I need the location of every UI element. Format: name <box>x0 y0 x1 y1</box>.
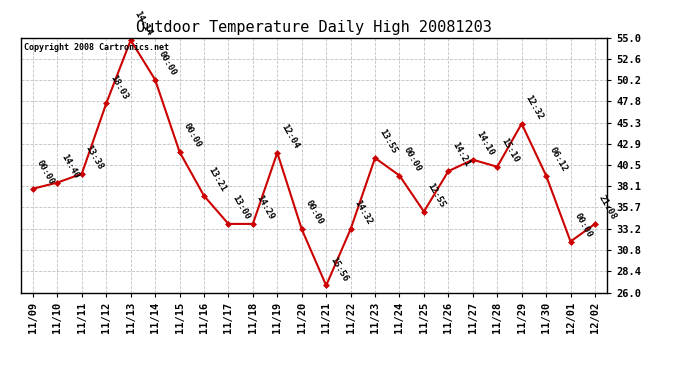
Text: 14:21: 14:21 <box>451 141 471 168</box>
Text: 00:00: 00:00 <box>402 145 423 173</box>
Text: 00:00: 00:00 <box>35 158 56 186</box>
Text: 13:55: 13:55 <box>377 128 398 155</box>
Text: 18:03: 18:03 <box>108 73 130 101</box>
Text: 15:10: 15:10 <box>499 136 520 164</box>
Text: 06:12: 06:12 <box>548 145 569 173</box>
Text: 14:40: 14:40 <box>59 152 81 180</box>
Text: 12:32: 12:32 <box>524 93 545 121</box>
Text: 14:14: 14:14 <box>132 10 154 38</box>
Text: 00:00: 00:00 <box>304 199 325 226</box>
Text: 14:29: 14:29 <box>255 194 276 221</box>
Text: Copyright 2008 Cartronics.net: Copyright 2008 Cartronics.net <box>23 43 168 52</box>
Text: 00:00: 00:00 <box>181 122 203 149</box>
Text: 13:21: 13:21 <box>206 165 227 193</box>
Text: 14:10: 14:10 <box>475 129 496 157</box>
Text: 00:00: 00:00 <box>573 211 593 239</box>
Text: 12:55: 12:55 <box>426 181 447 209</box>
Title: Outdoor Temperature Daily High 20081203: Outdoor Temperature Daily High 20081203 <box>136 20 492 35</box>
Text: 12:04: 12:04 <box>279 122 300 150</box>
Text: 00:00: 00:00 <box>157 49 178 77</box>
Text: 15:56: 15:56 <box>328 255 349 283</box>
Text: 21:08: 21:08 <box>597 194 618 221</box>
Text: 13:38: 13:38 <box>83 143 105 171</box>
Text: 14:32: 14:32 <box>353 199 374 226</box>
Text: 13:00: 13:00 <box>230 194 252 221</box>
